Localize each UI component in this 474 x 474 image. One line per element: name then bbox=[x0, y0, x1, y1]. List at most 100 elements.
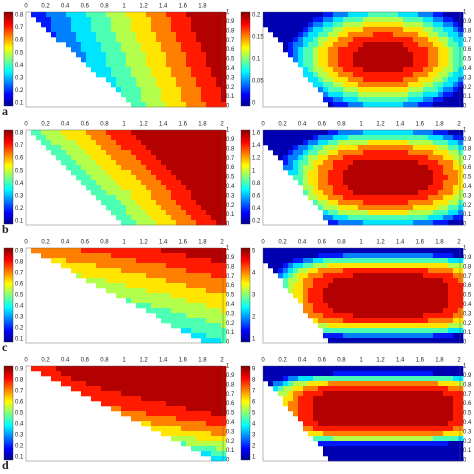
contour-cell bbox=[91, 381, 97, 387]
contour-cell bbox=[373, 416, 379, 422]
contour-cell bbox=[388, 145, 394, 151]
contour-cell bbox=[423, 67, 429, 73]
contour-cell bbox=[448, 308, 454, 314]
colorbar bbox=[3, 365, 14, 461]
contour-cell bbox=[433, 215, 439, 221]
contour-cell bbox=[166, 318, 172, 324]
contour-cell bbox=[156, 396, 162, 402]
contour-cell bbox=[216, 180, 222, 186]
contour-cell bbox=[221, 333, 227, 339]
contour-cell bbox=[378, 130, 384, 136]
contour-cell bbox=[211, 273, 217, 279]
contour-cell bbox=[443, 303, 449, 309]
contour-cell bbox=[216, 456, 222, 462]
contour-cell bbox=[141, 278, 147, 284]
contour-cell bbox=[181, 263, 187, 269]
contour-cell bbox=[418, 366, 424, 372]
contour-cell bbox=[398, 67, 404, 73]
contour-cell bbox=[363, 253, 369, 259]
contour-cell bbox=[221, 258, 227, 264]
contour-cell bbox=[211, 97, 217, 103]
contour-cell bbox=[221, 303, 227, 309]
contour-cell bbox=[458, 318, 464, 324]
contour-cell bbox=[443, 140, 449, 146]
contour-cell bbox=[221, 426, 227, 432]
contour-cell bbox=[156, 411, 162, 417]
contour-cell bbox=[398, 185, 404, 191]
contour-cell bbox=[111, 278, 117, 284]
contour-cell bbox=[171, 150, 177, 156]
contour-cell bbox=[201, 288, 207, 294]
contour-cell bbox=[443, 278, 449, 284]
contour-cell bbox=[221, 77, 227, 83]
contour-cell bbox=[191, 32, 197, 38]
contour-cell bbox=[348, 97, 354, 103]
contour-cell bbox=[56, 27, 62, 33]
contour-cell bbox=[358, 17, 364, 23]
contour-cell bbox=[191, 57, 197, 63]
contour-cell bbox=[378, 140, 384, 146]
contour-cell bbox=[146, 215, 152, 221]
contour-cell bbox=[318, 140, 324, 146]
contour-cell bbox=[328, 62, 334, 68]
contour-cell bbox=[171, 381, 177, 387]
contour-cell bbox=[196, 293, 202, 299]
contour-cell bbox=[313, 273, 319, 279]
contour-cell bbox=[201, 205, 207, 211]
contour-cell bbox=[313, 62, 319, 68]
contour-cell bbox=[348, 323, 354, 329]
contour-cell bbox=[166, 303, 172, 309]
contour-cell bbox=[51, 27, 57, 33]
contour-cell bbox=[398, 288, 404, 294]
contour-cell bbox=[116, 155, 122, 161]
contour-cell bbox=[273, 22, 279, 28]
contour-cell bbox=[328, 323, 334, 329]
contour-cell bbox=[51, 22, 57, 28]
contour-cell bbox=[308, 145, 314, 151]
contour-cell bbox=[171, 200, 177, 206]
contour-cell bbox=[448, 416, 454, 422]
contour-cell bbox=[388, 200, 394, 206]
contour-cell bbox=[283, 130, 289, 136]
contour-cell bbox=[136, 303, 142, 309]
contour-cell bbox=[333, 381, 339, 387]
contour-cell bbox=[458, 426, 464, 432]
contour-cell bbox=[393, 190, 399, 196]
contour-cell bbox=[131, 140, 137, 146]
contour-cell bbox=[101, 278, 107, 284]
contour-cell bbox=[196, 411, 202, 417]
contour-cell bbox=[166, 431, 172, 437]
contour-cell bbox=[378, 185, 384, 191]
contour-cell bbox=[388, 72, 394, 78]
contour-cell bbox=[166, 77, 172, 83]
contour-cell bbox=[343, 386, 349, 392]
panel-label: d bbox=[2, 458, 9, 472]
contour-cell bbox=[348, 283, 354, 289]
contour-cell bbox=[338, 328, 344, 334]
contour-cell bbox=[363, 323, 369, 329]
contour-cell bbox=[428, 451, 434, 457]
contour-cell bbox=[378, 165, 384, 171]
contour-cell bbox=[161, 27, 167, 33]
contour-cell bbox=[363, 12, 369, 18]
contour-cell bbox=[161, 205, 167, 211]
contour-cell bbox=[358, 273, 364, 279]
contour-cell bbox=[298, 150, 304, 156]
contour-cell bbox=[136, 27, 142, 33]
contour-cell bbox=[171, 130, 177, 136]
contour-cell bbox=[363, 381, 369, 387]
contour-cell bbox=[191, 366, 197, 372]
contour-cell bbox=[338, 263, 344, 269]
contour-cell bbox=[66, 150, 72, 156]
contour-cell bbox=[458, 42, 464, 48]
contour-cell bbox=[201, 318, 207, 324]
contour-cell bbox=[398, 411, 404, 417]
contour-cell bbox=[263, 140, 269, 146]
contour-cell bbox=[308, 386, 314, 392]
contour-cell bbox=[393, 376, 399, 382]
contour-cell bbox=[206, 170, 212, 176]
contour-cell bbox=[96, 62, 102, 68]
contour-cell bbox=[383, 288, 389, 294]
y-tick-label: 0.3 bbox=[226, 429, 235, 435]
contour-cell bbox=[293, 155, 299, 161]
